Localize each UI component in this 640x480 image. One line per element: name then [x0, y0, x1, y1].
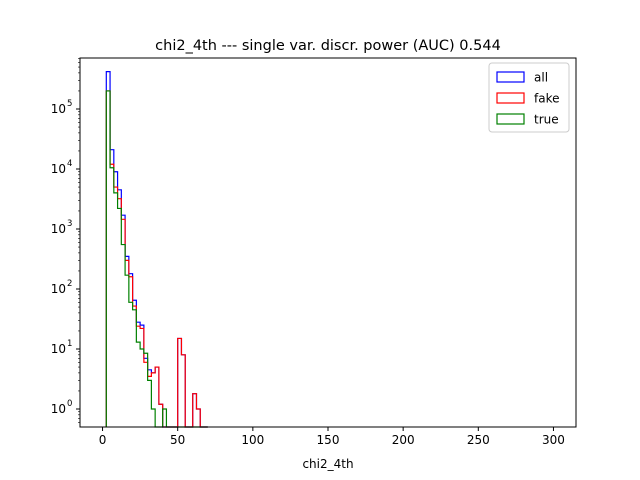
y-tick-label: 10: [51, 282, 66, 296]
x-tick-label: 200: [392, 433, 415, 447]
legend-swatch-all: [496, 71, 525, 83]
y-tick-label: 10: [51, 402, 66, 416]
legend-swatch-fake: [496, 92, 525, 104]
legend-label-true: true: [534, 113, 559, 127]
x-tick-label: 100: [241, 433, 264, 447]
y-tick-exponent: 5: [67, 99, 72, 109]
legend: all fake true: [488, 62, 570, 133]
y-tick-exponent: 3: [67, 219, 72, 229]
y-tick-label: 10: [51, 222, 66, 236]
chart-title: chi2_4th --- single var. discr. power (A…: [155, 38, 501, 54]
legend-label-fake: fake: [534, 92, 559, 106]
y-tick-label: 10: [51, 102, 66, 116]
x-tick-label: 150: [317, 433, 340, 447]
y-tick-exponent: 4: [67, 159, 72, 169]
legend-swatch-true: [496, 113, 525, 125]
legend-label-all: all: [534, 71, 548, 85]
legend-frame: [488, 62, 570, 133]
plot-frame: [79, 57, 577, 428]
x-tick-label: 250: [467, 433, 490, 447]
y-tick-label: 10: [51, 162, 66, 176]
y-tick-exponent: 2: [67, 279, 72, 289]
y-tick-exponent: 1: [67, 339, 72, 349]
x-tick-label: 0: [99, 433, 107, 447]
y-tick-exponent: 0: [67, 399, 72, 409]
y-tick-label: 10: [51, 342, 66, 356]
x-tick-label: 50: [170, 433, 185, 447]
x-axis: 0 50 100 150 200 250 300: [99, 427, 565, 447]
x-axis-label: chi2_4th: [302, 457, 353, 471]
x-tick-label: 300: [542, 433, 565, 447]
